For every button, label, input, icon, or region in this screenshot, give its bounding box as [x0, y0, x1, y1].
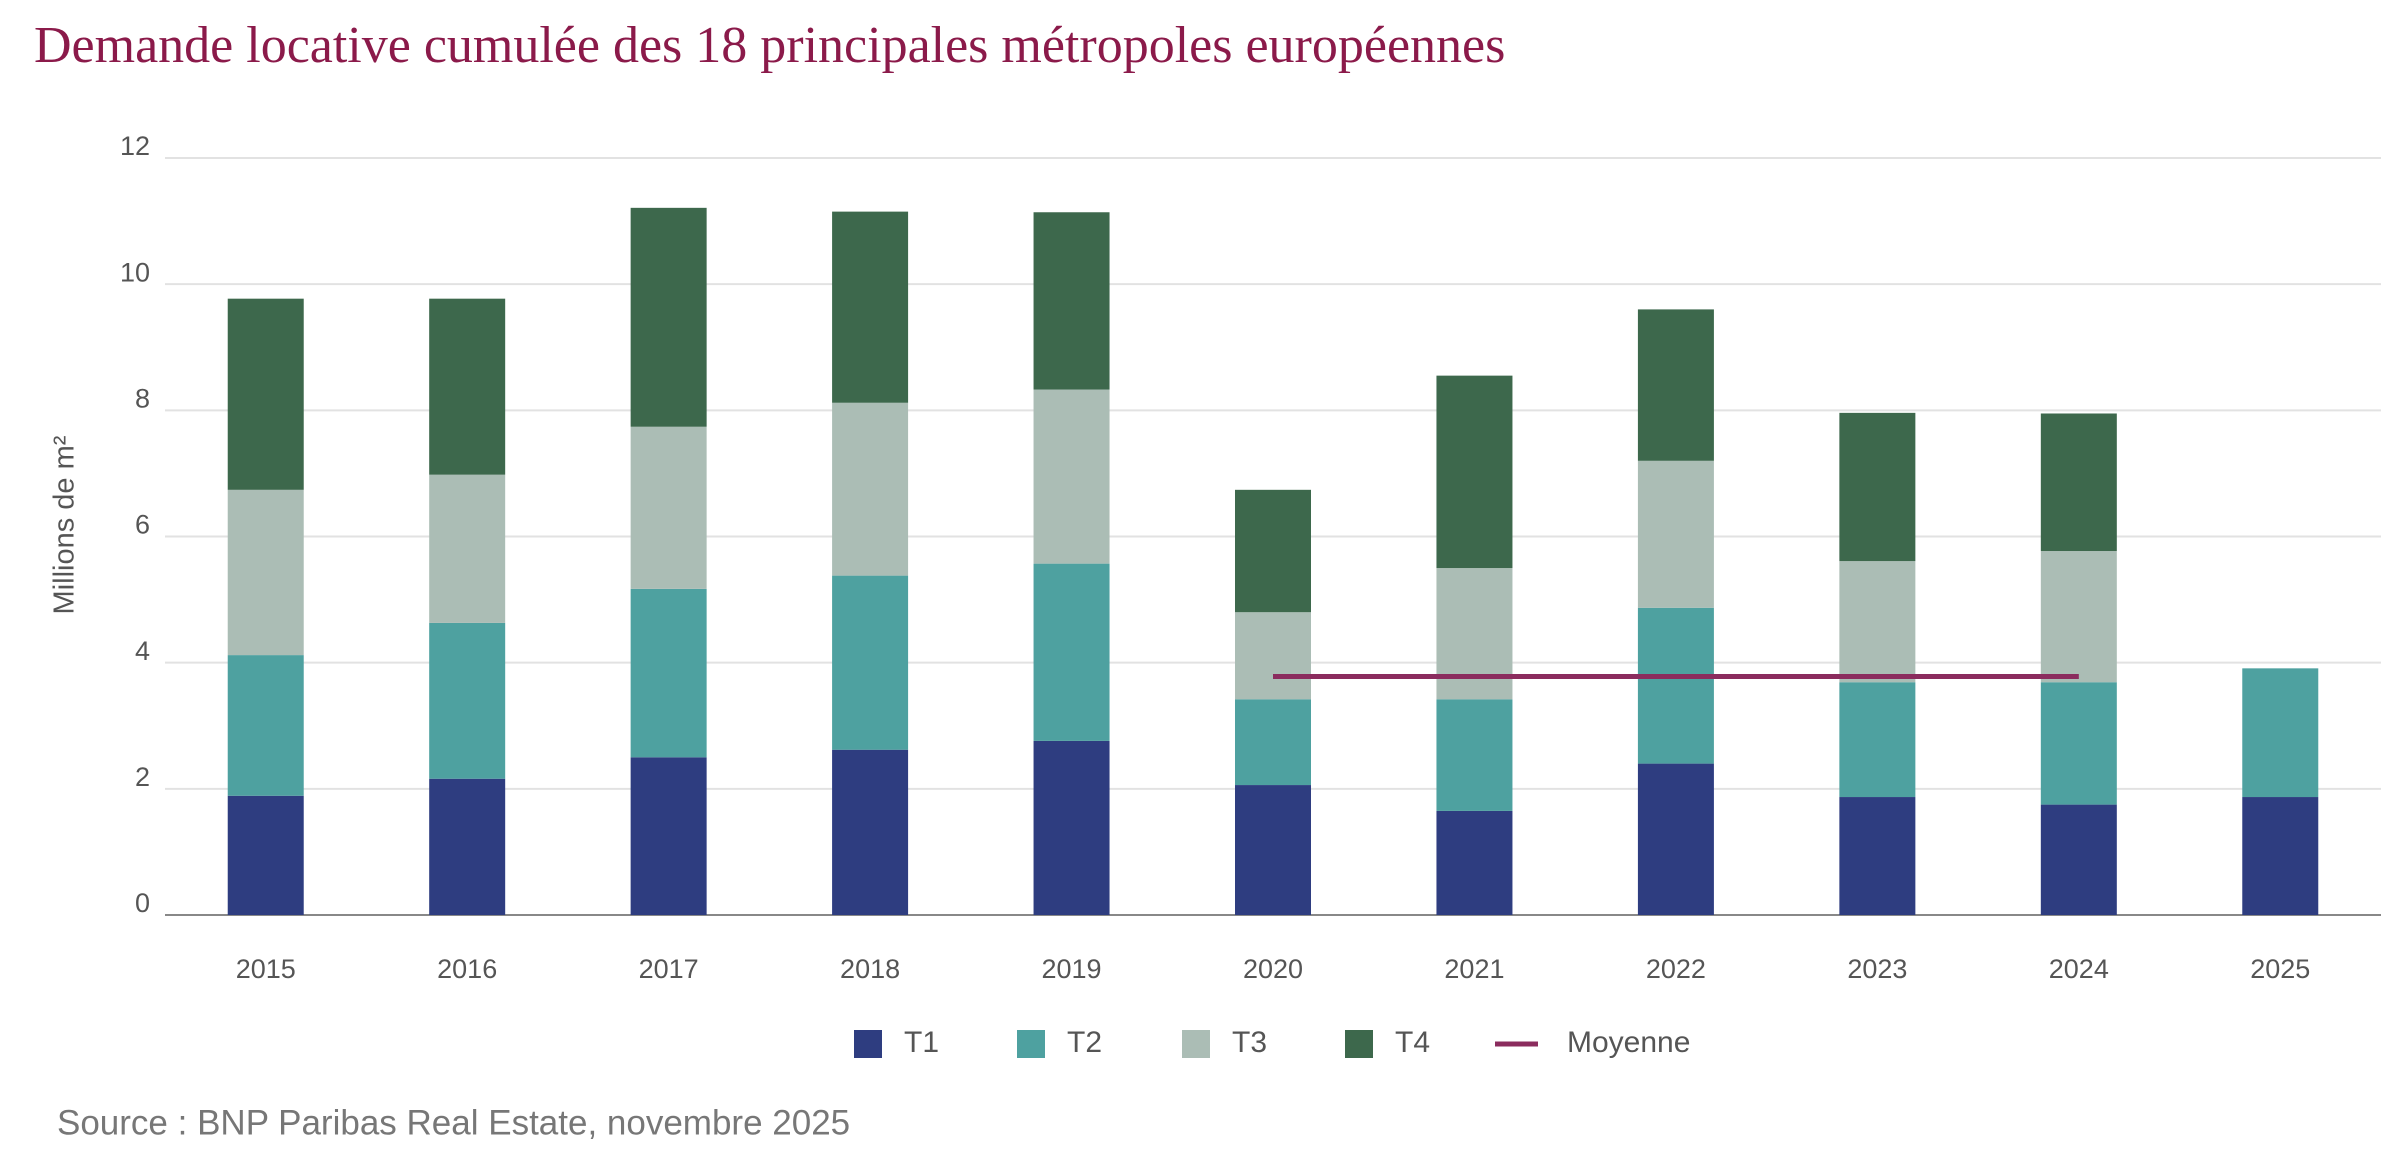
- bar-segment: [1637, 309, 1714, 461]
- source: Source : BNP Paribas Real Estate, novemb…: [57, 1103, 850, 1142]
- x-tick-label: 2021: [1444, 954, 1504, 984]
- bar-segment: [2040, 551, 2117, 683]
- bar-segment: [227, 298, 304, 490]
- bar-segment: [227, 795, 304, 915]
- x-tick-label: 2025: [2250, 954, 2310, 984]
- y-tick-label: 8: [135, 383, 150, 413]
- legend-swatch: [854, 1030, 882, 1058]
- legend-swatch: [1345, 1030, 1373, 1058]
- bar-segment: [1235, 489, 1311, 613]
- bar-segment: [227, 655, 304, 796]
- bar-segment: [2242, 797, 2319, 915]
- x-tick-label: 2017: [639, 954, 699, 984]
- bar-segment: [630, 588, 707, 758]
- legend-swatch: [1017, 1030, 1045, 1058]
- bar-segment: [1436, 810, 1513, 915]
- legend-label: Moyenne: [1567, 1026, 1690, 1059]
- bar-segment: [1637, 607, 1714, 764]
- x-tick-label: 2019: [1042, 954, 1102, 984]
- x-tick-label: 2024: [2049, 954, 2109, 984]
- bar-segment: [832, 211, 909, 403]
- y-tick-label: 6: [135, 510, 150, 540]
- legend-swatch: [1182, 1030, 1210, 1058]
- bar-segment: [429, 298, 506, 475]
- bar-segment: [832, 575, 909, 750]
- bar-segment: [1235, 785, 1311, 915]
- bar-segment: [429, 474, 506, 623]
- x-tick-label: 2018: [840, 954, 900, 984]
- bar-segment: [1839, 561, 1916, 683]
- bar-segment: [1637, 763, 1714, 915]
- bar-segment: [1839, 797, 1916, 915]
- bar-segment: [1436, 375, 1513, 569]
- x-tick-label: 2023: [1847, 954, 1907, 984]
- bar-segment: [832, 749, 909, 915]
- bar-segment: [1436, 699, 1513, 811]
- x-tick-label: 2015: [236, 954, 296, 984]
- bar-segment: [1436, 568, 1513, 700]
- y-tick-label: 2: [135, 762, 150, 792]
- bar-segment: [1839, 682, 1916, 798]
- bar-segment: [1033, 563, 1110, 741]
- bar-segment: [630, 207, 707, 427]
- bar-segment: [1033, 740, 1110, 915]
- x-tick-label: 2022: [1646, 954, 1706, 984]
- y-tick-label: 4: [135, 636, 150, 666]
- legend-label: T4: [1395, 1026, 1430, 1059]
- bar-segment: [630, 757, 707, 915]
- bar-segment: [2040, 413, 2117, 552]
- legend-label: T1: [904, 1026, 939, 1059]
- x-tick-label: 2016: [437, 954, 497, 984]
- legend-label: T2: [1067, 1026, 1102, 1059]
- bar-segment: [1637, 460, 1714, 608]
- bar-segment: [1033, 212, 1110, 390]
- bar-segment: [2242, 668, 2319, 798]
- bar-segment: [1033, 389, 1110, 564]
- bar-segment: [2040, 682, 2117, 805]
- bar-segment: [429, 778, 506, 915]
- x-tick-label: 2020: [1243, 954, 1303, 984]
- y-tick-label: 10: [120, 257, 150, 287]
- bar-segment: [1235, 699, 1311, 786]
- chart-title: Demande locative cumulée des 18 principa…: [34, 17, 1505, 74]
- y-tick-label: 12: [120, 131, 150, 161]
- legend-label: T3: [1232, 1026, 1267, 1059]
- bar-segment: [1235, 612, 1311, 700]
- y-axis-title: Millions de m²: [49, 435, 81, 614]
- bar-segment: [832, 402, 909, 576]
- bar-segment: [1839, 412, 1916, 562]
- y-tick-label: 0: [135, 888, 150, 918]
- bar-segment: [630, 426, 707, 589]
- bar-segment: [227, 489, 304, 656]
- bar-segment: [2040, 804, 2117, 915]
- bar-segment: [429, 622, 506, 779]
